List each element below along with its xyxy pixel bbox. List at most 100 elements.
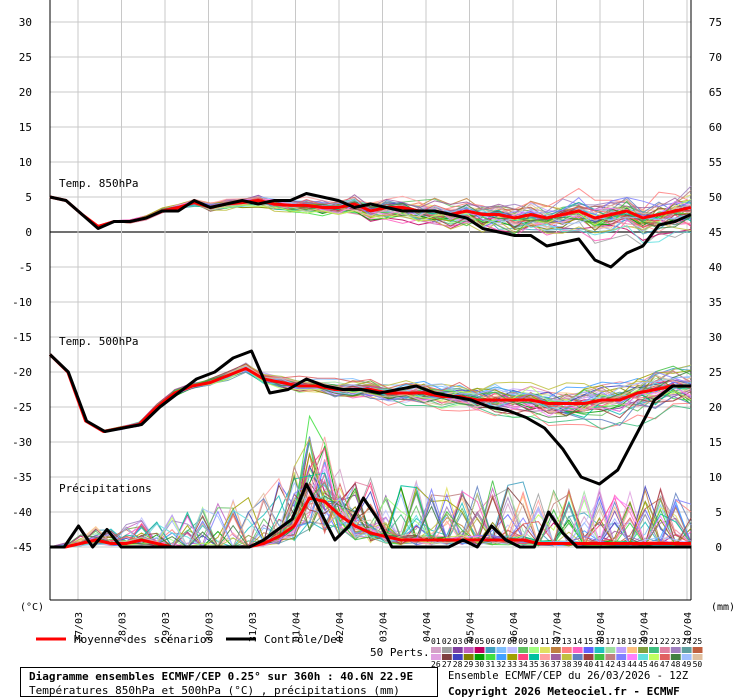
y-left-tick-label: -30 bbox=[12, 436, 32, 449]
x-tick-label: 31/03 bbox=[248, 612, 259, 642]
ensemble-member-line bbox=[49, 196, 692, 227]
legend-pert-number: 26 bbox=[431, 660, 441, 669]
legend-pert-swatch bbox=[583, 647, 594, 653]
legend-pert-number: 21 bbox=[649, 637, 659, 646]
ensemble-member-line bbox=[50, 482, 692, 548]
y-left-tick-label: 25 bbox=[19, 51, 32, 64]
legend-pert-swatch bbox=[681, 647, 692, 653]
legend-pert-number: 15 bbox=[584, 637, 594, 646]
legend-pert-swatch bbox=[485, 654, 496, 660]
panel-annotation: Temp. 850hPa bbox=[59, 177, 138, 190]
legend-pert-swatch bbox=[431, 654, 441, 660]
legend-pert-swatch bbox=[692, 647, 703, 653]
y-left-tick-label: -40 bbox=[12, 506, 32, 519]
legend-pert-swatch bbox=[431, 647, 441, 653]
y-right-tick-label: 60 bbox=[709, 121, 722, 134]
legend-pert-number: 47 bbox=[660, 660, 670, 669]
legend-pert-swatch bbox=[572, 647, 583, 653]
legend-pert-number: 19 bbox=[627, 637, 637, 646]
y-right-unit: (mm) bbox=[711, 602, 735, 613]
y-left-tick-label: -35 bbox=[12, 471, 32, 484]
y-left-tick-label: -20 bbox=[12, 366, 32, 379]
legend-pert-number: 27 bbox=[442, 660, 452, 669]
legend-pert-swatch bbox=[518, 647, 529, 653]
legend-pert-swatch bbox=[659, 654, 670, 660]
legend-pert-number: 07 bbox=[496, 637, 506, 646]
legend-pert-number: 48 bbox=[671, 660, 681, 669]
legend-pert-swatch bbox=[507, 647, 518, 653]
y-left-tick-label: 30 bbox=[19, 16, 32, 29]
legend-pert-number: 31 bbox=[486, 660, 496, 669]
y-left-tick-label: -45 bbox=[12, 541, 32, 554]
legend-pert-swatch bbox=[452, 647, 463, 653]
y-left-tick-label: -5 bbox=[19, 261, 32, 274]
y-right-tick-label: 30 bbox=[709, 331, 722, 344]
legend-pert-number: 34 bbox=[518, 660, 528, 669]
x-tick-label: 02/04 bbox=[335, 612, 346, 642]
legend-pert-number: 17 bbox=[605, 637, 615, 646]
panel-annotation: Précipitations bbox=[59, 482, 152, 495]
legend-pert-swatch bbox=[561, 654, 572, 660]
y-right-tick-label: 65 bbox=[709, 86, 722, 99]
legend-pert-number: 11 bbox=[540, 637, 550, 646]
legend-pert-swatch bbox=[496, 654, 507, 660]
legend-pert-swatch bbox=[518, 654, 529, 660]
legend-pert-number: 49 bbox=[682, 660, 692, 669]
mean-series-line bbox=[50, 496, 691, 549]
y-left-tick-label: -10 bbox=[12, 296, 32, 309]
legend-pert-swatch bbox=[550, 647, 561, 653]
legend-pert-number: 35 bbox=[529, 660, 539, 669]
legend-pert-swatch bbox=[638, 647, 648, 653]
legend-pert-swatch bbox=[616, 654, 627, 660]
y-right-tick-label: 45 bbox=[709, 226, 722, 239]
legend-pert-number: 20 bbox=[638, 637, 648, 646]
x-tick-label: 27/03 bbox=[74, 612, 85, 642]
legend-pert-swatch bbox=[605, 647, 616, 653]
x-tick-label: 08/04 bbox=[596, 612, 607, 642]
legend-pert-number: 25 bbox=[693, 637, 703, 646]
y-right-tick-label: 75 bbox=[709, 16, 722, 29]
y-left-tick-label: -25 bbox=[12, 401, 32, 414]
y-right-tick-label: 5 bbox=[715, 506, 722, 519]
legend-pert-number: 33 bbox=[507, 660, 517, 669]
x-tick-label: 05/04 bbox=[466, 612, 477, 642]
legend-pert-number: 10 bbox=[529, 637, 539, 646]
legend-pert-number: 50 bbox=[693, 660, 703, 669]
y-right-tick-label: 20 bbox=[709, 401, 722, 414]
x-tick-label: 10/04 bbox=[683, 612, 694, 642]
legend-pert-number: 23 bbox=[671, 637, 681, 646]
x-tick-label: 07/04 bbox=[553, 612, 564, 642]
legend-pert-number: 05 bbox=[475, 637, 485, 646]
y-left-tick-label: 10 bbox=[19, 156, 32, 169]
y-right-tick-label: 40 bbox=[709, 261, 722, 274]
y-left-tick-label: 0 bbox=[25, 226, 32, 239]
legend-pert-number: 03 bbox=[453, 637, 463, 646]
legend-pert-swatch bbox=[474, 647, 485, 653]
chart-grid bbox=[50, 0, 691, 600]
y-right-tick-label: 0 bbox=[715, 541, 722, 554]
legend-pert-number: 40 bbox=[584, 660, 594, 669]
control-series-line bbox=[49, 192, 692, 269]
legend-pert-number: 02 bbox=[442, 637, 452, 646]
legend-pert-swatch bbox=[681, 654, 692, 660]
y-right-tick-label: 35 bbox=[709, 296, 722, 309]
legend-pert-swatch bbox=[692, 654, 703, 660]
legend-pert-number: 44 bbox=[627, 660, 637, 669]
legend-pert-number: 22 bbox=[660, 637, 670, 646]
chart-legend: Moyenne des scénarios Contrôle/Det 50 Pert… bbox=[36, 633, 703, 669]
legend-pert-swatch bbox=[561, 647, 572, 653]
legend-pert-number: 09 bbox=[518, 637, 528, 646]
legend-pert-number: 41 bbox=[595, 660, 605, 669]
legend-pert-number: 39 bbox=[573, 660, 583, 669]
legend-pert-swatch bbox=[572, 654, 583, 660]
legend-pert-swatch bbox=[659, 647, 670, 653]
legend-pert-swatch bbox=[529, 654, 539, 660]
x-tick-label: 09/04 bbox=[640, 612, 651, 642]
legend-pert-swatch bbox=[529, 647, 539, 653]
y-right-tick-label: 55 bbox=[709, 156, 722, 169]
legend-pert-swatch bbox=[638, 654, 648, 660]
legend-pert-number: 14 bbox=[573, 637, 583, 646]
legend-pert-number: 01 bbox=[431, 637, 441, 646]
y-right-tick-label: 15 bbox=[709, 436, 722, 449]
